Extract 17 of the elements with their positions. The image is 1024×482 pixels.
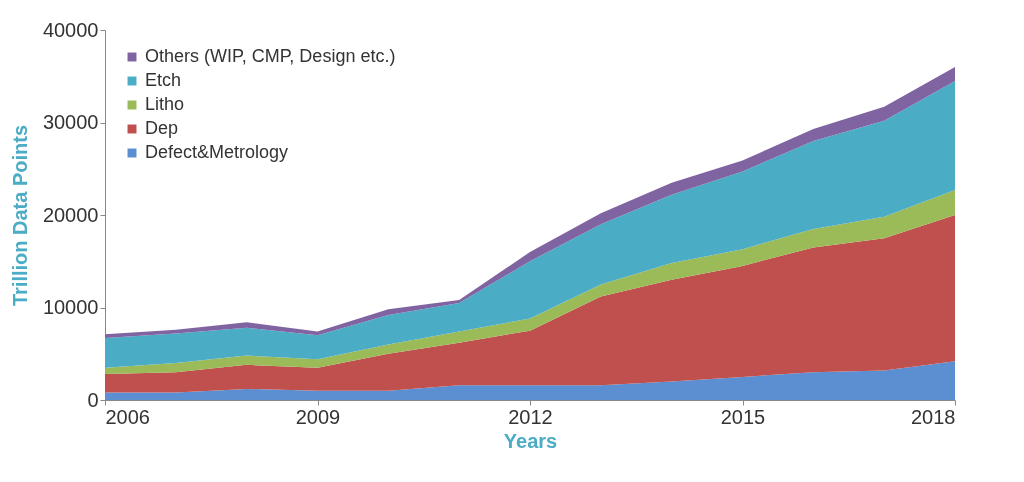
y-tick-label: 10000 [42,296,99,318]
legend-label: Litho [145,94,185,114]
y-tick-label: 0 [87,388,99,411]
y-axis-title: Trillion Data Points [8,124,31,307]
y-tick-label: 40000 [42,18,99,41]
legend-label: Defect&Metrology [145,142,289,162]
x-tick-label: 2009 [295,405,341,428]
x-tick-label: 2012 [508,405,553,428]
x-tick-label: 2006 [105,405,150,428]
legend-label: Dep [145,118,179,138]
y-tick-label: 30000 [42,111,99,133]
legend-label: Others (WIP, CMP, Design etc.) [145,46,396,66]
x-axis-title: Years [503,429,558,452]
legend-label: Etch [145,70,182,90]
x-tick-label: 2015 [720,405,766,428]
y-tick-label: 20000 [42,203,99,226]
x-tick-label: 2018 [911,405,956,428]
